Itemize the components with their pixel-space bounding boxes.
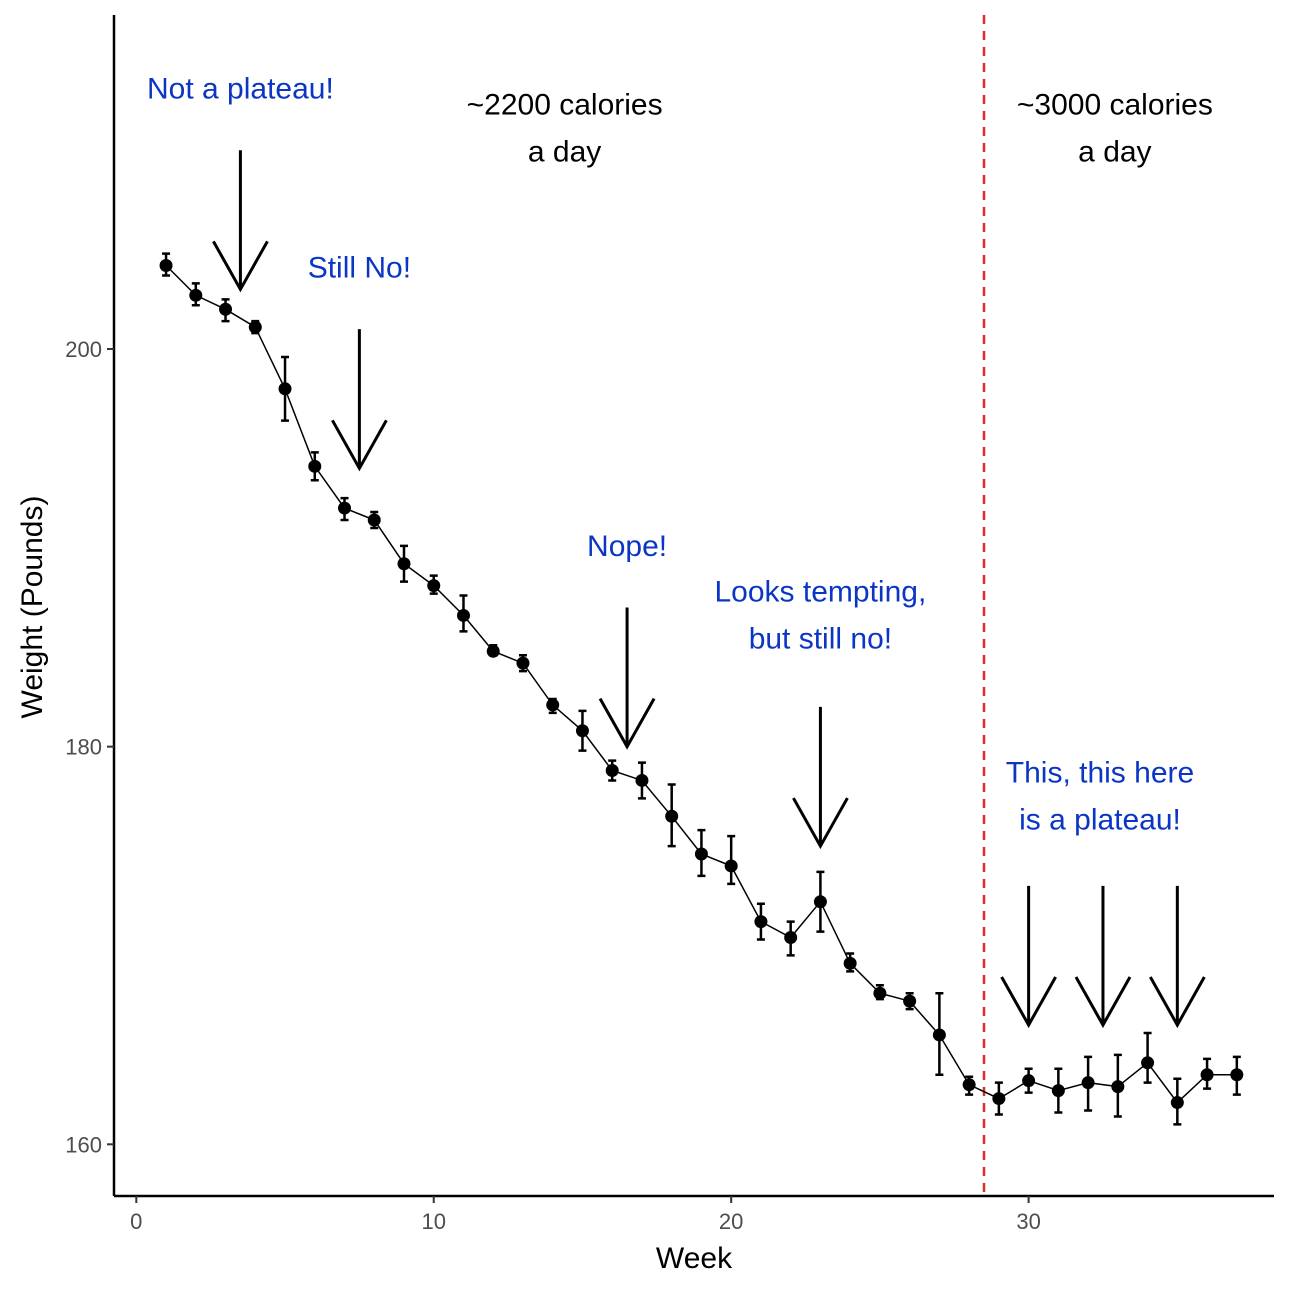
data-point: [189, 288, 203, 302]
data-point: [665, 809, 679, 823]
data-point: [278, 382, 292, 396]
looks-tempting-line: but still no!: [749, 623, 892, 656]
x-tick-label: 10: [422, 1209, 446, 1234]
data-point: [932, 1028, 946, 1042]
data-point: [546, 698, 560, 712]
data-point: [1141, 1056, 1155, 1070]
data-point: [486, 644, 500, 658]
not-plateau-label: Not a plateau!: [147, 73, 334, 106]
looks-tempting-line: Looks tempting,: [715, 576, 927, 609]
looks-tempting-label: Looks tempting, but still no!: [715, 576, 927, 656]
not-plateau-line: Not a plateau!: [147, 73, 334, 106]
looks-tempting-arrow: [792, 706, 849, 850]
x-axis-title: Week: [656, 1242, 733, 1275]
plateau-arrow: [1074, 885, 1132, 1029]
plateau-arrow: [1149, 885, 1206, 1029]
nope-arrow: [598, 607, 656, 750]
data-point: [694, 847, 708, 861]
region-3000-line: ~3000 calories: [1017, 88, 1213, 121]
data-point: [754, 915, 768, 929]
y-tick-label: 160: [65, 1132, 102, 1157]
still-no-label: Still No!: [308, 251, 411, 284]
data-point: [813, 895, 827, 909]
data-point: [724, 859, 738, 873]
data-point: [367, 513, 381, 527]
data-point: [308, 459, 322, 473]
region-3000-line: a day: [1078, 135, 1151, 168]
data-point: [575, 724, 589, 738]
still-no-line: Still No!: [308, 251, 411, 284]
data-point: [635, 773, 649, 787]
y-tick-label: 200: [65, 337, 102, 362]
region-2200-line: ~2200 calories: [467, 88, 663, 121]
data-point: [456, 608, 470, 622]
y-tick-label: 180: [65, 735, 102, 760]
data-point: [903, 994, 917, 1008]
data-point: [219, 302, 233, 316]
data-point: [248, 320, 262, 334]
data-point: [159, 259, 173, 273]
nope-line: Nope!: [587, 530, 667, 563]
data-point: [873, 986, 887, 1000]
data-point: [605, 764, 619, 778]
region-2200-line: a day: [528, 135, 601, 168]
data-point: [784, 931, 798, 945]
data-point: [1170, 1096, 1184, 1110]
region-2200-label: ~2200 calories a day: [467, 88, 663, 168]
plateau-arrow: [1000, 885, 1057, 1029]
this-plateau-line: This, this here: [1006, 756, 1194, 789]
x-tick-label: 0: [130, 1209, 142, 1234]
data-point: [962, 1078, 976, 1092]
y-axis-title: Weight (Pounds): [16, 496, 49, 719]
x-tick-label: 20: [719, 1209, 743, 1234]
still-no-arrow: [331, 329, 388, 472]
data-point: [1022, 1074, 1036, 1088]
data-point: [1230, 1068, 1244, 1082]
data-point: [338, 501, 352, 515]
this-plateau-line: is a plateau!: [1019, 803, 1181, 836]
data-point: [1111, 1080, 1125, 1094]
data-point: [992, 1092, 1006, 1106]
data-point: [843, 956, 857, 970]
this-plateau-label: This, this here is a plateau!: [1006, 756, 1194, 836]
not-plateau-arrow: [212, 150, 269, 293]
data-point: [1051, 1084, 1065, 1098]
region-3000-label: ~3000 calories a day: [1017, 88, 1213, 168]
data-point: [397, 557, 411, 571]
data-point: [516, 656, 530, 670]
nope-label: Nope!: [587, 530, 667, 563]
data-point: [1081, 1076, 1095, 1090]
x-tick-label: 30: [1016, 1209, 1040, 1234]
data-point: [1200, 1068, 1214, 1082]
data-point: [427, 579, 441, 593]
